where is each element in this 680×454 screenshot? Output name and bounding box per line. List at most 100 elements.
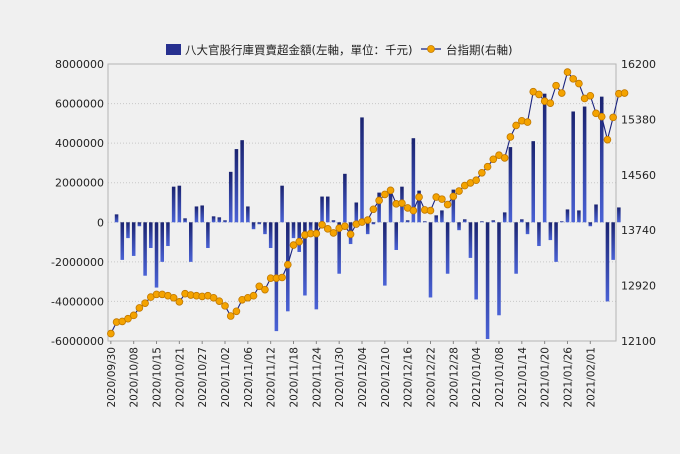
bar bbox=[560, 221, 564, 223]
bar bbox=[325, 196, 330, 223]
left-axis-tick-label: 0 bbox=[97, 216, 104, 229]
line-point bbox=[386, 186, 395, 195]
left-axis-tick-label: 8000000 bbox=[55, 58, 104, 71]
bar bbox=[177, 185, 182, 223]
line-point bbox=[169, 293, 178, 302]
bar bbox=[537, 222, 541, 247]
bar bbox=[246, 206, 250, 223]
bar bbox=[126, 222, 130, 239]
bar bbox=[137, 222, 142, 227]
line-point bbox=[398, 199, 406, 207]
bar bbox=[417, 190, 421, 223]
bar bbox=[611, 222, 615, 260]
bar bbox=[371, 222, 376, 225]
line-point bbox=[620, 89, 629, 97]
bar bbox=[388, 187, 393, 223]
line-point bbox=[438, 195, 446, 203]
bar bbox=[166, 222, 170, 247]
legend: 八大官股行庫買賣超金額(左軸，單位：千元) 台指期(右軸) bbox=[166, 43, 512, 57]
bar bbox=[588, 222, 593, 227]
bar bbox=[331, 220, 336, 223]
x-tick-label: 2021/01/04 bbox=[471, 347, 483, 408]
bar bbox=[354, 202, 359, 223]
bar bbox=[223, 220, 227, 223]
bar bbox=[440, 210, 444, 223]
line-point bbox=[381, 190, 389, 199]
bar bbox=[143, 222, 147, 276]
line-point bbox=[552, 81, 560, 90]
line-point bbox=[592, 109, 600, 118]
x-tick-label: 2020/11/24 bbox=[311, 347, 323, 408]
line-point bbox=[107, 329, 115, 338]
line-point bbox=[597, 112, 606, 121]
line-point bbox=[506, 133, 515, 141]
x-tick-label: 2021/02/01 bbox=[585, 347, 597, 408]
bar bbox=[377, 192, 381, 223]
bar bbox=[365, 222, 370, 235]
right-axis-tick-label: 12100 bbox=[621, 335, 656, 348]
bar bbox=[149, 222, 153, 249]
bar bbox=[605, 222, 610, 302]
line-point bbox=[523, 118, 532, 126]
legend-label-line: 台指期(右軸) bbox=[446, 43, 512, 57]
line-point bbox=[312, 229, 321, 238]
bar bbox=[297, 222, 301, 252]
line-point bbox=[569, 75, 577, 83]
left-axis-tick-label: -2000000 bbox=[51, 256, 104, 269]
line-point bbox=[512, 121, 520, 130]
bar bbox=[240, 140, 244, 223]
bar bbox=[423, 221, 427, 223]
x-tick-label: 2020/09/30 bbox=[106, 347, 118, 408]
x-axis: 2020/09/30 2020/10/08 2020/10/15 2020/10/21… bbox=[106, 341, 597, 408]
bar bbox=[263, 222, 267, 235]
line-point bbox=[500, 154, 509, 162]
line-point bbox=[563, 68, 572, 76]
bar bbox=[577, 210, 581, 223]
bar bbox=[571, 111, 575, 223]
line-point bbox=[575, 79, 583, 88]
x-tick-label: 2020/10/21 bbox=[174, 347, 186, 408]
legend-swatch-marker bbox=[427, 45, 435, 53]
bar bbox=[360, 117, 364, 223]
x-tick-label: 2020/12/28 bbox=[448, 347, 460, 408]
line-point bbox=[449, 192, 458, 201]
bar bbox=[268, 222, 273, 249]
bar bbox=[383, 222, 387, 286]
x-tick-label: 2020/12/22 bbox=[425, 347, 437, 408]
line-point bbox=[478, 168, 486, 177]
bar bbox=[565, 209, 570, 223]
bar bbox=[280, 185, 284, 223]
line-point bbox=[341, 222, 349, 230]
line-point bbox=[329, 229, 338, 237]
line-point bbox=[283, 260, 292, 269]
x-tick-label: 2020/12/04 bbox=[357, 347, 369, 408]
x-tick-label: 2020/10/15 bbox=[152, 347, 164, 408]
line-point bbox=[609, 113, 617, 122]
line-point bbox=[226, 312, 235, 320]
line-point bbox=[141, 299, 149, 307]
line-point bbox=[129, 311, 138, 320]
left-axis-tick-label: 4000000 bbox=[55, 137, 104, 150]
bar bbox=[291, 222, 296, 239]
line-point bbox=[221, 302, 229, 310]
bar bbox=[343, 173, 347, 223]
line-point bbox=[586, 91, 595, 100]
line-point bbox=[363, 216, 372, 224]
line-point bbox=[318, 220, 326, 229]
line-point bbox=[375, 196, 383, 205]
line-point bbox=[249, 291, 258, 300]
line-point bbox=[175, 298, 184, 306]
line-point bbox=[472, 176, 480, 185]
line-point bbox=[261, 285, 269, 294]
x-tick-label: 2020/11/06 bbox=[243, 347, 255, 408]
bar bbox=[206, 222, 210, 249]
bar bbox=[114, 214, 119, 223]
bar bbox=[308, 222, 313, 231]
x-tick-label: 2021/01/20 bbox=[540, 347, 552, 408]
bar bbox=[405, 220, 410, 223]
line-point bbox=[489, 155, 498, 164]
bar bbox=[531, 141, 536, 223]
bar bbox=[520, 219, 524, 223]
bar bbox=[428, 222, 433, 298]
